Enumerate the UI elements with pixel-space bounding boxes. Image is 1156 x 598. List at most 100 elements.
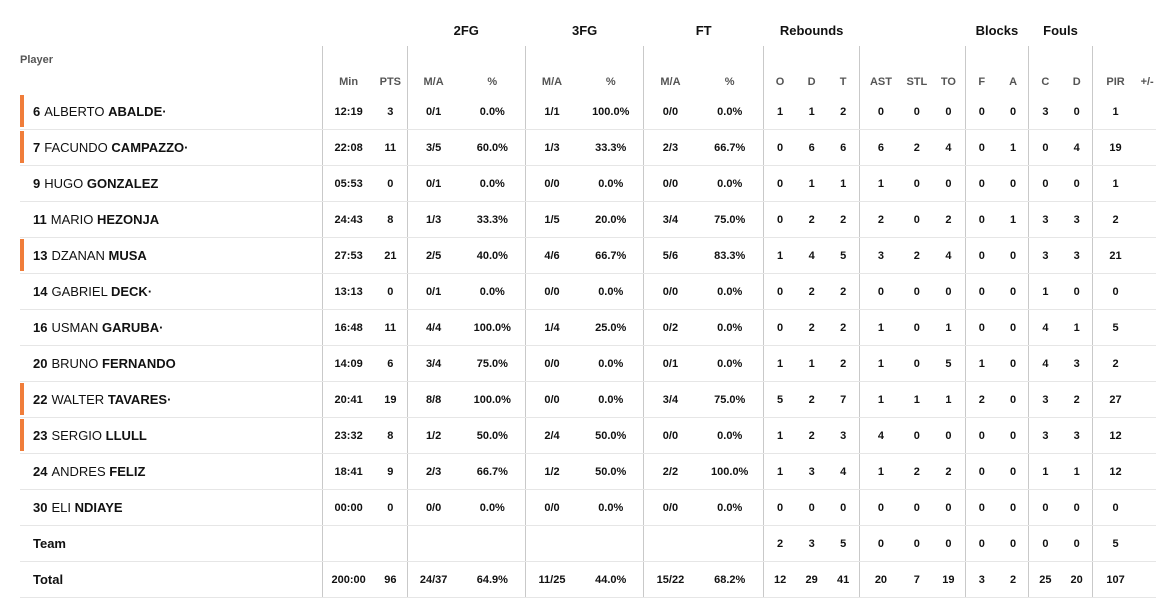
player-row[interactable]: 14 GABRIEL DECK· 13:13 0 0/1 0.0% 0/0 0.0% 0/0 0.… (20, 273, 1156, 310)
boxscore-body: 6 ALBERTO ABALDE· 12:19 3 0/1 0.0% 1/1 100.0% 0/… (20, 94, 1156, 598)
player-cell[interactable]: 22 WALTER TAVARES· (20, 381, 323, 418)
player-row[interactable]: 24 ANDRES FELIZ 18:41 9 2/3 66.7% 1/2 50.0% 2/2 1… (20, 453, 1156, 490)
cell-2fg-percent: 33.3% (459, 201, 526, 238)
cell-ft-made-attempted: 0/0 (643, 273, 697, 310)
header-reb-o[interactable]: O (762, 46, 797, 94)
cell-pts: 3 (374, 94, 408, 130)
cell-3fg-percent: 25.0% (578, 309, 644, 346)
player-row[interactable]: 30 ELI NDIAYE 00:00 0 0/0 0.0% 0/0 0.0% 0/0 0.0% 0… (20, 489, 1156, 526)
header-stl[interactable]: STL (906, 76, 928, 88)
player-last-name: GONZALEZ (86, 176, 159, 191)
cell-fouls-committed: 3 (1028, 417, 1062, 454)
player-cell[interactable]: 16 USMAN GARUBA· (20, 309, 323, 346)
cell-fouls-committed: 25 (1028, 561, 1062, 598)
cell-fouls-drawn: 3 (1061, 237, 1093, 274)
player-row[interactable]: 23 SERGIO LLULL 23:32 8 1/2 50.0% 2/4 50.0% 0/0 0… (20, 417, 1156, 454)
cell-3fg-made-attempted: 1/5 (524, 201, 579, 238)
starter-marker (20, 95, 24, 127)
cell-rebounds-offensive: 0 (762, 129, 797, 166)
header-ft-pct[interactable]: % (724, 76, 735, 88)
cell-fouls-committed: 3 (1028, 381, 1062, 418)
player-first-name: HUGO (44, 176, 84, 191)
cell-ft-percent: 0.0% (696, 165, 764, 202)
header-reb-d[interactable]: D (807, 76, 816, 88)
header-reb-t[interactable]: T (839, 76, 847, 88)
cell-fouls-committed: 4 (1028, 345, 1062, 382)
cell-min (322, 525, 375, 562)
header-pir[interactable]: PIR (1091, 46, 1139, 94)
player-cell[interactable]: 24 ANDRES FELIZ (20, 453, 323, 490)
player-number: 11 (33, 212, 47, 227)
cell-min: 23:32 (322, 417, 375, 454)
cell-rebounds-total: 7 (826, 381, 860, 418)
header-ft-ma[interactable]: M/A (643, 46, 697, 94)
cell-2fg-percent: 100.0% (459, 309, 526, 346)
cell-ft-percent: 68.2% (696, 561, 764, 598)
player-cell[interactable]: 20 BRUNO FERNANDO (20, 345, 323, 382)
cell-plus-minus (1138, 561, 1156, 598)
cell-ft-percent: 75.0% (696, 381, 764, 418)
header-player[interactable]: Player (20, 54, 54, 66)
cell-ft-percent: 0.0% (696, 489, 764, 526)
player-number: 23 (33, 428, 48, 443)
group-3fg: 3FG (572, 22, 598, 38)
player-mark: · (147, 284, 153, 299)
player-cell[interactable]: 23 SERGIO LLULL (20, 417, 323, 454)
header-ast[interactable]: AST (859, 46, 902, 94)
cell-plus-minus (1138, 489, 1156, 526)
cell-fouls-committed: 0 (1028, 165, 1062, 202)
cell-rebounds-offensive: 0 (762, 201, 797, 238)
player-cell[interactable]: 9 HUGO GONZALEZ (20, 165, 323, 202)
header-foul-c[interactable]: C (1028, 46, 1062, 94)
player-row[interactable]: 13 DZANAN MUSA 27:53 21 2/5 40.0% 4/6 66.7% 5/6 8… (20, 237, 1156, 274)
header-to[interactable]: TO (940, 76, 956, 88)
cell-fouls-committed: 0 (1028, 129, 1062, 166)
cell-2fg-percent: 0.0% (459, 165, 526, 202)
cell-ft-percent: 0.0% (696, 309, 764, 346)
player-row[interactable]: 6 ALBERTO ABALDE· 12:19 3 0/1 0.0% 1/1 100.0% 0/… (20, 94, 1156, 130)
cell-rebounds-defensive: 6 (796, 129, 827, 166)
header-3fg-ma[interactable]: M/A (524, 46, 579, 94)
player-cell[interactable]: 7 FACUNDO CAMPAZZO· (20, 129, 323, 166)
cell-3fg-percent: 0.0% (578, 165, 644, 202)
cell-rebounds-defensive: 0 (796, 489, 827, 526)
cell-pir: 2 (1091, 201, 1139, 238)
header-blk-a[interactable]: A (1009, 76, 1018, 88)
header-pts[interactable]: PTS (379, 76, 402, 88)
header-2fg-pct[interactable]: % (487, 76, 498, 88)
cell-pir: 107 (1091, 561, 1139, 598)
player-row[interactable]: 16 USMAN GARUBA· 16:48 11 4/4 100.0% 1/4 25.0% 0… (20, 309, 1156, 346)
cell-3fg-made-attempted: 4/6 (524, 237, 579, 274)
player-row[interactable]: 7 FACUNDO CAMPAZZO· 22:08 11 3/5 60.0% 1/3 33.3… (20, 129, 1156, 166)
cell-blocks-against: 2 (997, 561, 1029, 598)
cell-fouls-committed: 1 (1028, 273, 1062, 310)
player-first-name: USMAN (51, 320, 99, 335)
starter-marker (20, 239, 24, 271)
player-cell[interactable]: 6 ALBERTO ABALDE· (20, 94, 323, 130)
header-2fg-ma[interactable]: M/A (406, 46, 460, 94)
header-plus-minus[interactable]: +/- (1140, 76, 1154, 88)
header-min[interactable]: Min (322, 46, 375, 94)
player-cell[interactable]: 11 MARIO HEZONJA (20, 201, 323, 238)
player-row[interactable]: 11 MARIO HEZONJA 24:43 8 1/3 33.3% 1/5 20.0% 3/4… (20, 201, 1156, 238)
cell-fouls-drawn: 0 (1061, 525, 1093, 562)
player-row[interactable]: 9 HUGO GONZALEZ 05:53 0 0/1 0.0% 0/0 0.0% 0/0 0.0… (20, 165, 1156, 202)
cell-ft-made-attempted: 2/3 (643, 129, 697, 166)
header-blk-f[interactable]: F (964, 46, 998, 94)
group-header-row: 2FG 3FG FT Rebounds Blocks Fouls (20, 14, 1156, 46)
team-label: Team (20, 525, 323, 562)
header-3fg-pct[interactable]: % (605, 76, 616, 88)
player-cell[interactable]: 13 DZANAN MUSA (20, 237, 323, 274)
cell-rebounds-defensive: 4 (796, 237, 827, 274)
cell-min: 14:09 (322, 345, 375, 382)
header-foul-d[interactable]: D (1072, 76, 1081, 88)
cell-assists: 1 (859, 345, 902, 382)
cell-blocks-favor: 0 (964, 201, 998, 238)
cell-rebounds-defensive: 2 (796, 381, 827, 418)
cell-fouls-committed: 4 (1028, 309, 1062, 346)
player-row[interactable]: 22 WALTER TAVARES· 20:41 19 8/8 100.0% 0/0 0.0%… (20, 381, 1156, 418)
player-row[interactable]: 20 BRUNO FERNANDO 14:09 6 3/4 75.0% 0/0 0.0% 0/1… (20, 345, 1156, 382)
player-cell[interactable]: 30 ELI NDIAYE (20, 489, 323, 526)
player-cell[interactable]: 14 GABRIEL DECK· (20, 273, 323, 310)
cell-2fg-made-attempted: 0/0 (406, 489, 460, 526)
